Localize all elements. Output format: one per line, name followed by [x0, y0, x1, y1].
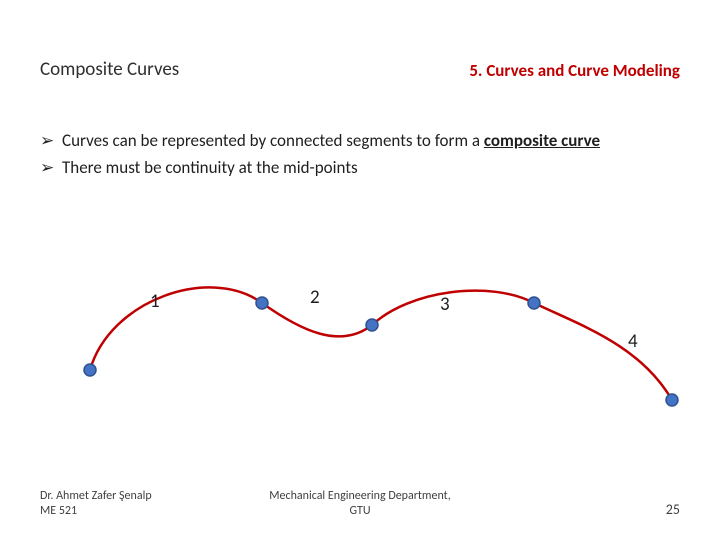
- curve-segments: [90, 287, 672, 400]
- slide: Composite Curves 5. Curves and Curve Mod…: [0, 0, 720, 540]
- segment-label: 2: [310, 286, 320, 309]
- curve-node: [528, 297, 540, 309]
- footer-dept: Mechanical Engineering Department, GTU: [0, 489, 720, 518]
- curve-segment: [372, 291, 534, 325]
- segment-label: 1: [150, 290, 160, 313]
- curve-node: [84, 364, 96, 376]
- segment-label: 4: [628, 330, 638, 353]
- curve-node: [256, 297, 268, 309]
- curve-segment: [534, 303, 672, 400]
- curve-segment: [90, 287, 262, 370]
- curve-nodes: [84, 297, 678, 406]
- composite-curve-diagram: [0, 0, 720, 540]
- segment-label: 3: [440, 293, 450, 316]
- curve-node: [666, 394, 678, 406]
- curve-node: [366, 319, 378, 331]
- footer-page-number: 25: [666, 501, 680, 518]
